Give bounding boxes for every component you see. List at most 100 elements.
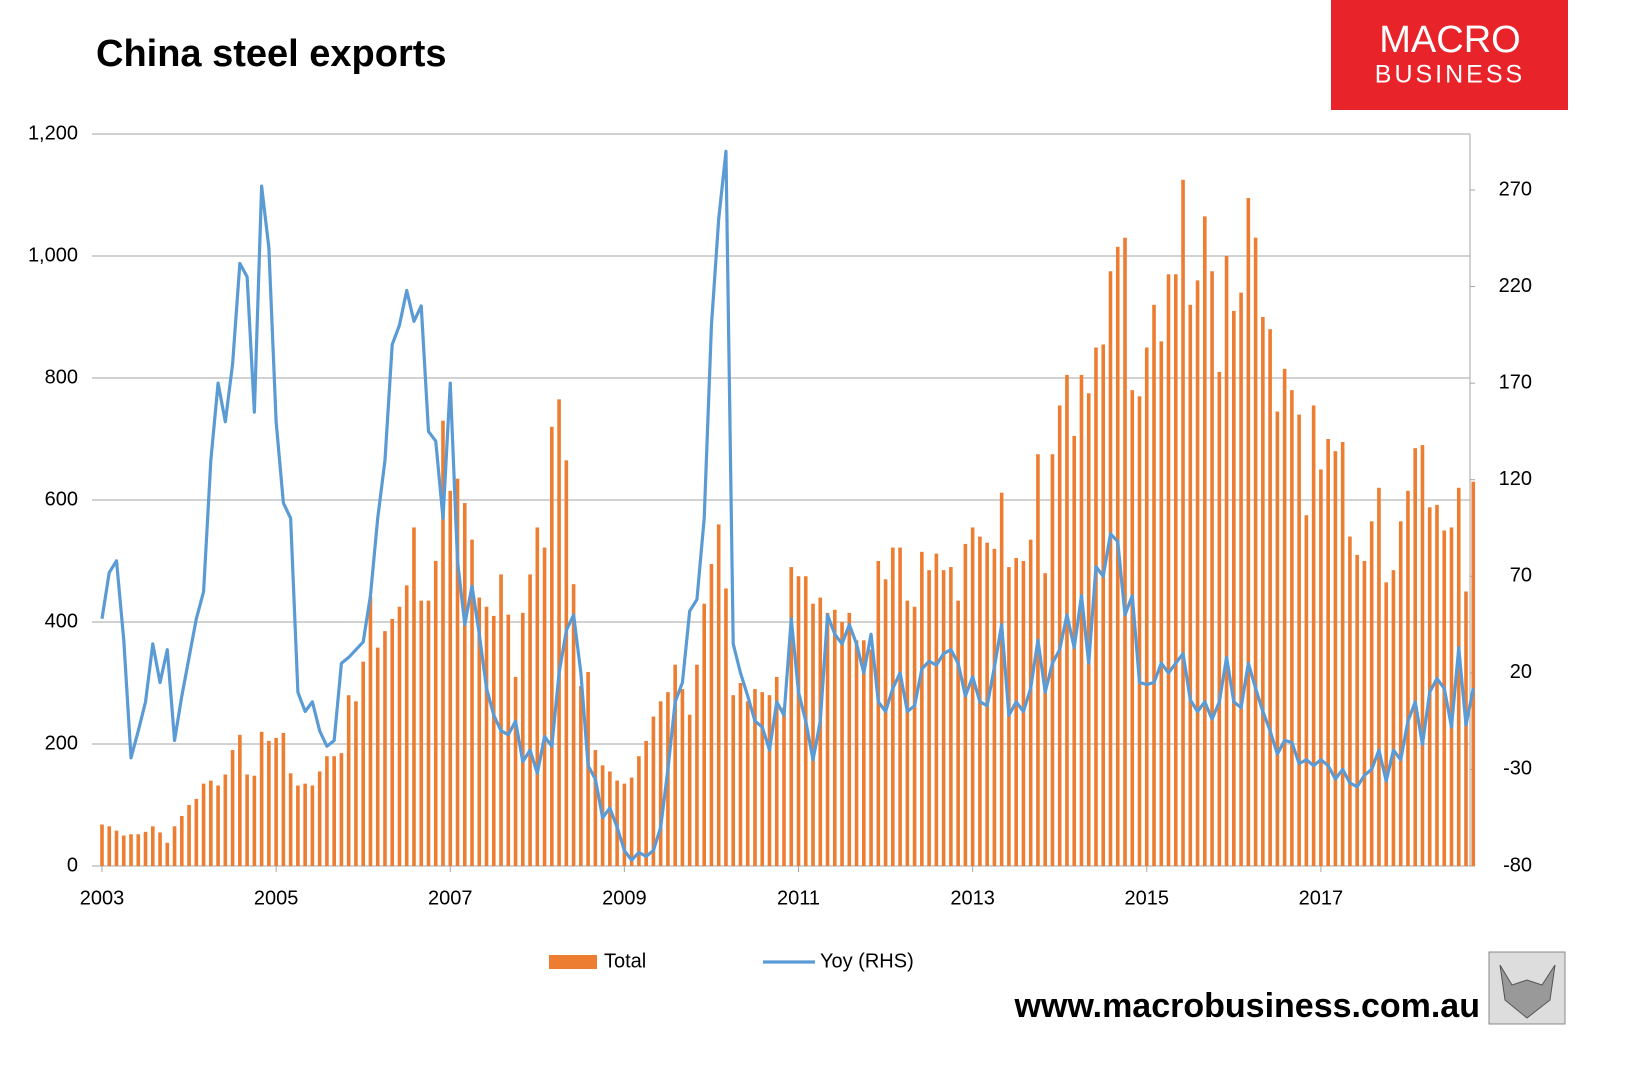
bar [1297,414,1301,866]
bar [1319,469,1323,866]
bar [209,780,213,866]
bar [992,548,997,866]
bar [811,603,815,866]
bar [230,750,235,866]
bar [658,701,663,866]
bar [1028,539,1033,866]
x-tick-label: 2015 [1125,887,1170,909]
bar [390,618,395,866]
bar [267,740,271,866]
bar [114,830,119,866]
bar [912,606,917,866]
bar [941,570,946,866]
bar [100,824,104,866]
bar [1304,515,1309,866]
bar [862,640,866,866]
legend-label: Total [604,950,646,972]
bar [397,606,402,866]
bar [339,753,344,866]
bar [303,783,307,866]
bar [121,835,126,866]
bar [1181,179,1185,866]
bar [644,740,648,866]
bar [535,527,540,866]
bar [898,547,902,866]
bar [165,842,170,866]
bar [1101,344,1106,866]
bar [194,798,199,866]
bar [1391,570,1396,866]
bar [753,689,757,866]
bar [354,701,358,866]
bar [789,567,794,866]
bar [346,695,351,866]
bar [716,524,721,866]
bar [934,553,939,866]
bar [1159,341,1164,866]
bar [586,672,590,866]
bar [1203,216,1207,867]
bar [499,574,503,866]
bar [1369,521,1374,866]
bar [760,692,765,866]
bar [1261,317,1265,866]
y2-tick-label: 270 [1499,178,1532,200]
bar [521,612,525,866]
bar [891,547,895,866]
plot-area: 0 200 400 600 800 1,000 1,200 -80 -30 20 70 120 170 2… [28,122,1532,972]
y2-tick-label: 70 [1510,565,1532,587]
footer-url: www.macrobusiness.com.au [1014,987,1480,1025]
bar [767,695,772,866]
bar [1282,368,1287,866]
bar [325,756,329,866]
bar [484,606,489,866]
bar [702,603,706,866]
bar [557,399,561,866]
bar [1355,554,1359,866]
y-tick-label: 1,200 [28,122,78,144]
bar [883,579,888,866]
y-tick-label: 200 [45,732,78,754]
bar [731,695,736,866]
bar [629,777,634,866]
legend-swatch [549,955,597,969]
bar [1456,487,1461,866]
bar [332,756,336,866]
bar [1072,435,1077,866]
bar [1188,304,1193,866]
bar [999,492,1004,866]
bar [129,834,133,866]
bar [1420,445,1425,866]
bar [470,539,474,866]
bar [1108,271,1113,866]
y2-tick-label: -80 [1503,854,1532,876]
bar [1377,487,1381,866]
bar [1217,371,1222,866]
bar [1246,198,1251,867]
x-tick-label: 2009 [602,887,647,909]
y-tick-label: 0 [67,854,78,876]
bar [317,771,322,866]
bar [745,701,750,866]
y2-tick-label: 220 [1499,275,1532,297]
bar [622,783,627,866]
line [100,149,1475,862]
bar [695,664,699,866]
logo-text: BUSINESS [1375,61,1525,89]
bar [1413,448,1418,866]
bar [143,831,148,866]
bar [1340,442,1345,866]
bar [361,661,365,866]
bar [738,683,743,866]
bar [180,815,184,866]
bar [1398,521,1403,866]
x-tick-label: 2003 [80,887,125,909]
bar [441,420,445,866]
bar [920,551,924,866]
bar [412,527,416,866]
bar [1406,490,1410,866]
y-tick-label: 600 [45,488,78,510]
bar [245,774,249,866]
